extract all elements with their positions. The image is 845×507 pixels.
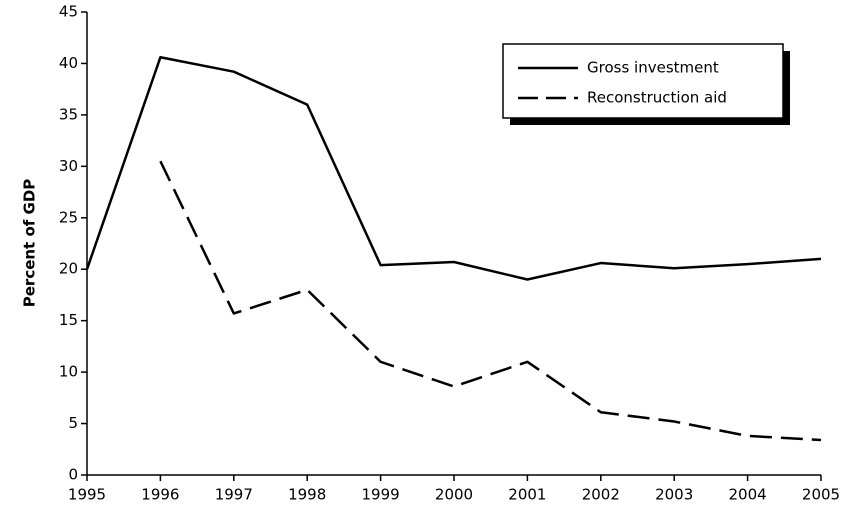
- y-tick-label: 5: [68, 414, 78, 432]
- x-tick-label: 1996: [141, 486, 179, 504]
- x-tick-label: 2004: [729, 486, 767, 504]
- y-tick-label: 0: [68, 466, 78, 484]
- y-tick-label: 15: [59, 311, 78, 329]
- x-tick-label: 2003: [655, 486, 693, 504]
- y-tick-label: 30: [59, 157, 78, 175]
- x-tick-label: 2005: [802, 486, 840, 504]
- legend: [502, 43, 784, 119]
- y-tick-label: 35: [59, 105, 78, 123]
- y-tick-label: 20: [59, 260, 78, 278]
- x-tick-label: 1999: [362, 486, 400, 504]
- y-tick-label: 40: [59, 54, 78, 72]
- series-line: [159, 160, 822, 442]
- x-tick-label: 2002: [582, 486, 620, 504]
- x-tick-label: 2001: [508, 486, 546, 504]
- y-tick-label: 10: [59, 363, 78, 381]
- y-axis-label: Percent of GDP: [21, 179, 39, 308]
- series-line: [85, 56, 822, 281]
- x-tick-label: 1997: [215, 486, 253, 504]
- x-tick-label: 1998: [288, 486, 326, 504]
- x-tick-label: 1995: [68, 486, 106, 504]
- legend-label: Reconstruction aid: [587, 89, 727, 107]
- legend-label: Gross investment: [587, 59, 719, 77]
- y-tick-label: 45: [59, 3, 78, 21]
- y-tick-label: 25: [59, 208, 78, 226]
- x-tick-label: 2000: [435, 486, 473, 504]
